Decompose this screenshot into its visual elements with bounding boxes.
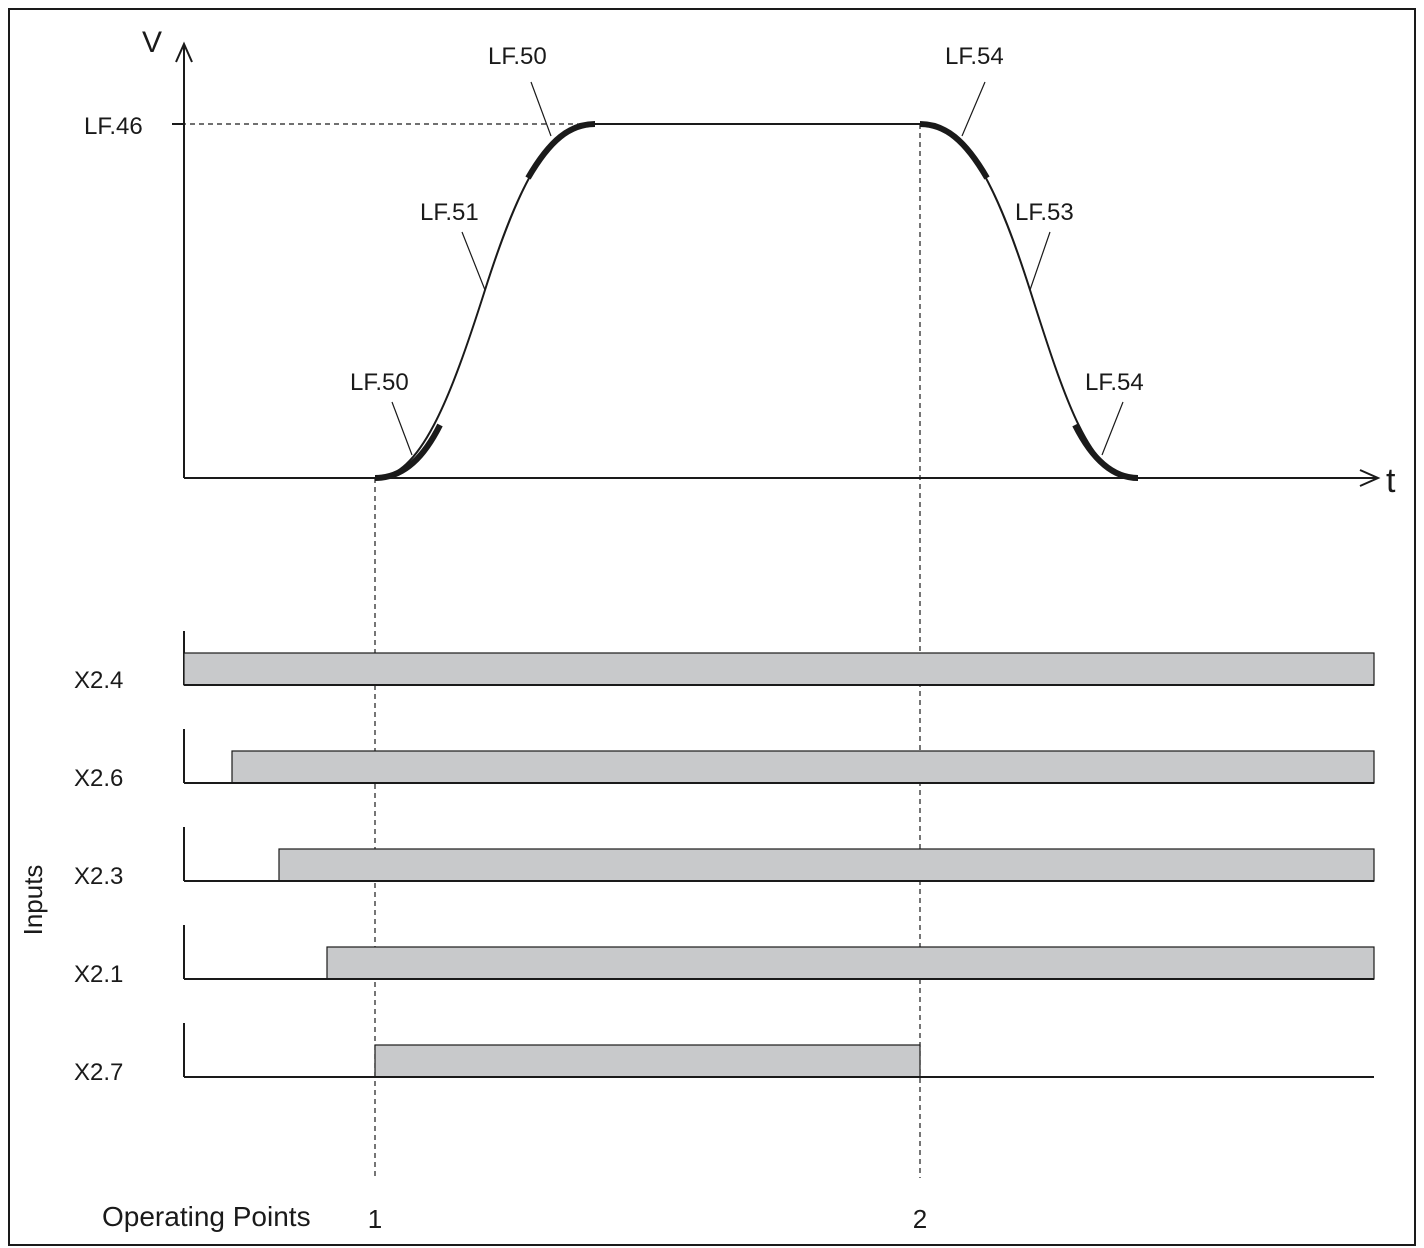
decel-bottom-jerk-leader: [1101, 401, 1124, 456]
accel-bottom-jerk-label: LF.50: [350, 369, 409, 396]
input-x2-3-active-bar: [278, 848, 1375, 882]
input-x2-7-active-bar: [374, 1044, 921, 1078]
decel-top-jerk-leader: [961, 81, 986, 137]
input-x2-1-active-bar: [326, 946, 1375, 980]
input-x2-6-label: X2.6: [74, 765, 123, 792]
input-x2-6-active-bar: [231, 750, 1375, 784]
max-velocity-label: LF.46: [84, 113, 143, 140]
decel-bottom-jerk-label: LF.54: [1085, 369, 1144, 396]
decel-ramp-leader: [1029, 231, 1051, 291]
y-axis-label: V: [142, 26, 162, 59]
accel-ramp-leader: [461, 231, 486, 291]
decel-jerk-segment-top: [919, 121, 990, 180]
decel-ramp-label: LF.53: [1015, 199, 1074, 226]
accel-ramp-label: LF.51: [420, 199, 479, 226]
accel-jerk-segment-top: [525, 121, 596, 180]
accel-top-jerk-leader: [530, 81, 552, 137]
diagram-frame: [8, 8, 1416, 1246]
accel-top-jerk-label: LF.50: [488, 43, 547, 70]
accel-jerk-segment-bottom: [374, 423, 443, 481]
x-axis-arrow-icon: [1359, 469, 1381, 487]
decel-top-jerk-label: LF.54: [945, 43, 1004, 70]
decel-jerk-segment-bottom: [1072, 423, 1139, 481]
operating-points-label: Operating Points: [102, 1201, 311, 1232]
inputs-group: X2.4 X2.6 X2.3 X2.1 X2.7: [74, 631, 1375, 1086]
inputs-title: Inputs: [18, 865, 48, 936]
input-x2-4-active-bar: [183, 652, 1375, 686]
operating-point-1: 1: [368, 1204, 382, 1234]
x-axis-label: t: [1386, 462, 1396, 500]
input-x2-1-label: X2.1: [74, 961, 123, 988]
y-axis-arrow-icon: [175, 41, 193, 63]
input-x2-7-label: X2.7: [74, 1059, 123, 1086]
velocity-profile-curve: [374, 123, 1136, 479]
operating-point-2: 2: [913, 1204, 927, 1234]
input-x2-3-label: X2.3: [74, 863, 123, 890]
input-x2-4-label: X2.4: [74, 667, 123, 694]
accel-bottom-jerk-leader: [391, 401, 413, 456]
